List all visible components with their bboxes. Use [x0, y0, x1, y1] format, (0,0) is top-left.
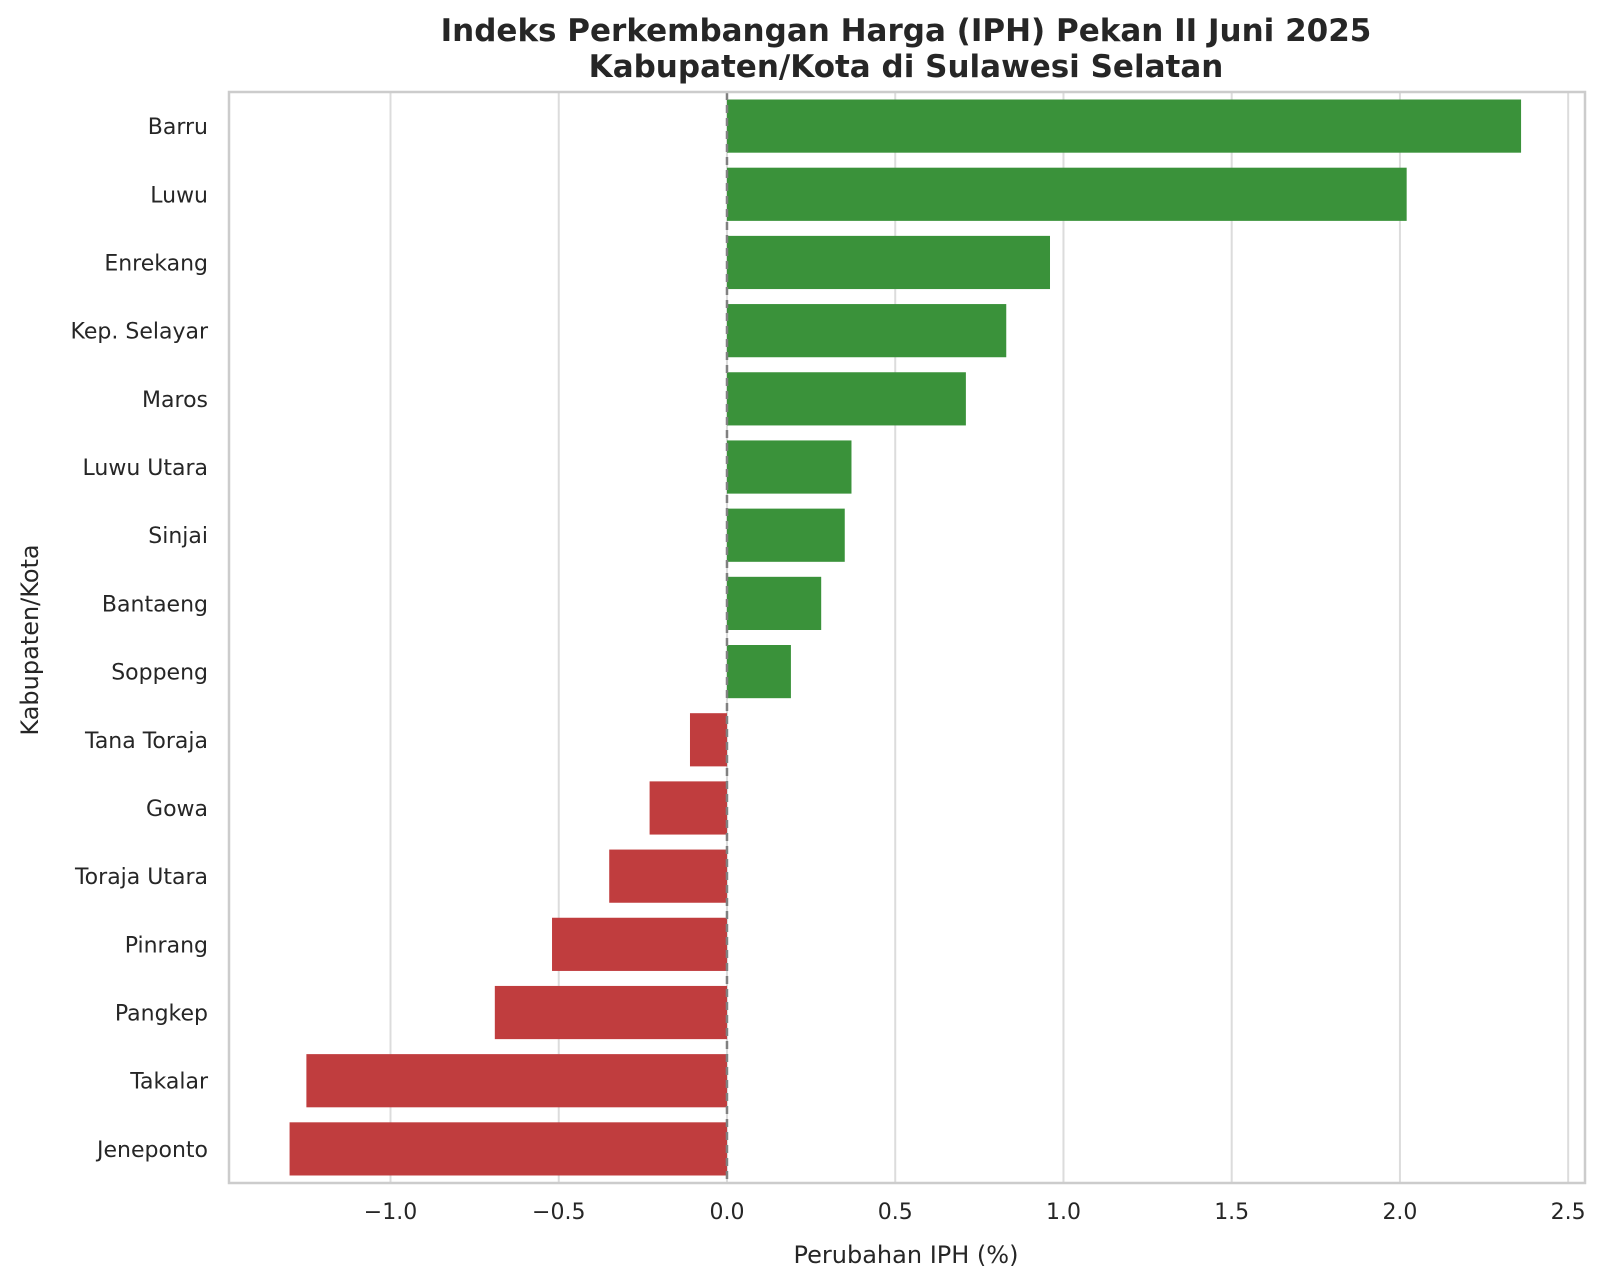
- bars: [289, 99, 1522, 1176]
- y-tick-label: Gowa: [146, 797, 208, 822]
- bar: [726, 645, 791, 699]
- y-tick-label: Soppeng: [111, 661, 208, 686]
- y-tick-label: Sinjai: [148, 524, 208, 549]
- bar: [726, 235, 1051, 290]
- chart-title-line-1: Indeks Perkembangan Harga (IPH) Pekan II…: [441, 13, 1372, 49]
- bar: [726, 440, 852, 494]
- y-tick-label: Jeneponto: [95, 1138, 208, 1163]
- y-tick-label: Kep. Selayar: [71, 320, 209, 345]
- y-axis-label: Kabupaten/Kota: [16, 544, 44, 735]
- bar: [689, 713, 727, 767]
- y-tick-label: Bantaeng: [102, 592, 208, 617]
- x-tick-label: 2.0: [1382, 1200, 1417, 1225]
- y-tick-label: Toraja Utara: [74, 865, 208, 890]
- x-tick-label: 0.5: [878, 1200, 913, 1225]
- x-tick-label: 1.5: [1214, 1200, 1249, 1225]
- bar: [306, 1054, 727, 1108]
- x-tick-label: 1.0: [1046, 1200, 1081, 1225]
- y-tick-label: Pinrang: [125, 933, 208, 958]
- x-axis-label: Perubahan IPH (%): [794, 1241, 1019, 1269]
- y-tick-label: Luwu: [150, 183, 208, 208]
- y-tick-label: Barru: [148, 115, 208, 140]
- bar: [494, 985, 727, 1040]
- chart-title-line-2: Kabupaten/Kota di Sulawesi Selatan: [589, 49, 1224, 85]
- y-tick-label: Maros: [142, 388, 208, 413]
- y-tick-label: Luwu Utara: [83, 456, 208, 481]
- plot-frame: [227, 90, 1587, 1185]
- bar: [289, 1122, 727, 1176]
- bar: [726, 508, 845, 562]
- y-tick-label: Pangkep: [115, 1002, 208, 1027]
- y-tick-label: Enrekang: [104, 251, 208, 276]
- y-tick-label: Tana Toraja: [84, 729, 208, 754]
- bar: [726, 372, 966, 426]
- y-tick-labels: Barru Luwu Enrekang Kep. Selayar Maros Luwu U…: [71, 115, 209, 1163]
- y-tick-label: Takalar: [129, 1070, 209, 1095]
- bar: [726, 167, 1407, 221]
- bar: [552, 917, 727, 971]
- x-tick-label: −1.0: [364, 1200, 417, 1225]
- bar: [726, 576, 822, 630]
- x-tick-label: 0.0: [709, 1200, 744, 1225]
- x-tick-label: −0.5: [532, 1200, 585, 1225]
- x-tick-label: 2.5: [1551, 1200, 1586, 1225]
- bar: [609, 849, 727, 903]
- bar: [726, 304, 1007, 358]
- x-tick-labels: −1.0 −0.5 0.0 0.5 1.0 1.5 2.0 2.5: [364, 1200, 1586, 1225]
- bar: [649, 781, 727, 835]
- bar: [726, 99, 1522, 153]
